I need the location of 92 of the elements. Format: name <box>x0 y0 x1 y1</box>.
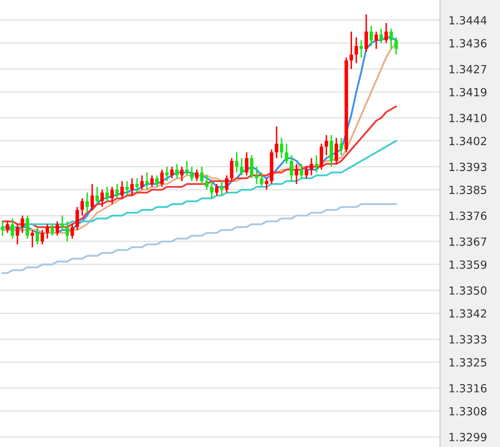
y-tick-label: 1.3325 <box>450 358 486 367</box>
candlestick <box>394 36 398 56</box>
candlestick <box>165 166 169 182</box>
candlestick <box>160 168 164 188</box>
candlestick <box>304 166 308 179</box>
candlestick <box>284 143 288 165</box>
candlestick <box>110 186 114 205</box>
y-tick-label: 1.3316 <box>450 384 487 392</box>
y-tick-label: 1.3359 <box>450 260 486 269</box>
candlestick <box>384 22 388 44</box>
candlestick <box>244 152 248 176</box>
candlestick <box>26 214 30 240</box>
candlestick <box>70 224 74 240</box>
candlestick <box>389 28 393 50</box>
candlestick <box>46 224 50 240</box>
candlestick <box>180 166 184 182</box>
y-tick-label: 1.3410 <box>450 114 486 122</box>
candlestick <box>374 30 378 50</box>
y-tick-label: 1.3342 <box>450 309 486 318</box>
y-tick-label: 1.3436 <box>450 39 487 48</box>
candlestick <box>379 28 383 44</box>
candlestick <box>350 30 354 70</box>
candlestick <box>324 134 328 156</box>
candlestick <box>170 166 174 179</box>
candlestick <box>300 163 304 179</box>
candlestick <box>20 214 24 234</box>
candlestick <box>280 137 284 159</box>
candlestick <box>290 154 294 182</box>
candlestick <box>145 172 149 190</box>
candlestick <box>120 180 124 200</box>
y-tick-label: 1.3367 <box>450 237 486 246</box>
candlestick <box>130 178 134 196</box>
candlestick <box>155 174 159 188</box>
candlestick <box>190 166 194 182</box>
y-tick-label: 1.3385 <box>450 186 486 194</box>
candlestick <box>264 178 268 190</box>
candlestick <box>175 163 179 179</box>
y-tick-label: 1.3402 <box>450 136 486 146</box>
candlestick <box>210 180 214 200</box>
candlestick <box>60 214 64 231</box>
candlestick <box>95 186 99 205</box>
candlestick <box>310 157 314 176</box>
candlestick <box>10 218 14 240</box>
candlestick <box>66 220 70 242</box>
candlestick <box>369 25 373 47</box>
line-series <box>2 203 398 274</box>
candlestick <box>56 220 60 236</box>
candlestick <box>115 183 119 200</box>
candlestick <box>230 157 234 182</box>
candlestick <box>16 224 20 246</box>
candlestick <box>140 174 144 190</box>
candlestick <box>205 174 209 190</box>
candlestick <box>200 166 204 185</box>
candlestick <box>340 137 344 156</box>
candlestick <box>250 154 254 179</box>
y-tick-label: 1.3419 <box>450 88 486 96</box>
candlestick <box>354 36 358 64</box>
candlestick <box>330 134 334 168</box>
y-tick-label: 1.3333 <box>450 335 486 344</box>
candlestick <box>224 174 228 194</box>
candlestick <box>6 220 10 234</box>
candlestick <box>50 224 54 236</box>
candlestick <box>40 229 44 246</box>
candlestick <box>150 174 154 188</box>
candlestick <box>135 178 139 194</box>
candlestick <box>80 198 84 216</box>
candlestick <box>100 189 104 208</box>
candlestick <box>294 163 298 185</box>
y-tick-label: 1.3299 <box>450 432 486 442</box>
candlestick <box>105 186 109 202</box>
candlestick <box>240 157 244 176</box>
candlestick <box>364 14 368 52</box>
candlestick <box>36 226 40 246</box>
candlestick <box>234 152 238 174</box>
candlestick <box>320 143 324 170</box>
y-tick-label: 1.3376 <box>450 212 487 220</box>
candlestick <box>75 206 79 231</box>
y-tick-label: 1.3308 <box>450 407 486 416</box>
candlestick <box>185 160 189 176</box>
y-tick-label: 1.3350 <box>450 286 486 295</box>
candlestick <box>215 183 219 196</box>
candlestick <box>90 183 94 211</box>
candlestick <box>360 40 364 58</box>
y-tick-label: 1.3393 <box>450 162 486 172</box>
y-tick-label: 1.3444 <box>450 16 487 24</box>
candlestick <box>260 172 264 188</box>
candlestick <box>0 220 4 236</box>
candlestick <box>85 192 89 214</box>
candlestick <box>274 126 278 159</box>
candlestick <box>334 137 338 165</box>
candlestick <box>195 168 199 182</box>
y-tick-label: 1.3427 <box>450 64 486 74</box>
